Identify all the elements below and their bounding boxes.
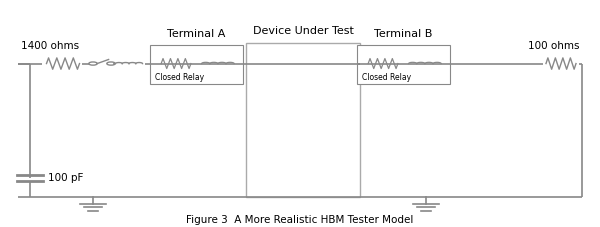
Text: 100 ohms: 100 ohms bbox=[528, 41, 580, 51]
Text: Terminal A: Terminal A bbox=[167, 29, 226, 39]
Text: Device Under Test: Device Under Test bbox=[253, 26, 353, 36]
Bar bbox=[150, 45, 243, 84]
Text: 1400 ohms: 1400 ohms bbox=[21, 41, 79, 51]
Bar bbox=[357, 45, 450, 84]
Text: Terminal B: Terminal B bbox=[374, 29, 433, 39]
Text: Closed Relay: Closed Relay bbox=[155, 73, 204, 82]
Text: Closed Relay: Closed Relay bbox=[362, 73, 411, 82]
Text: 100 pF: 100 pF bbox=[48, 173, 83, 183]
Bar bbox=[246, 43, 360, 197]
Text: Figure 3  A More Realistic HBM Tester Model: Figure 3 A More Realistic HBM Tester Mod… bbox=[187, 215, 413, 225]
